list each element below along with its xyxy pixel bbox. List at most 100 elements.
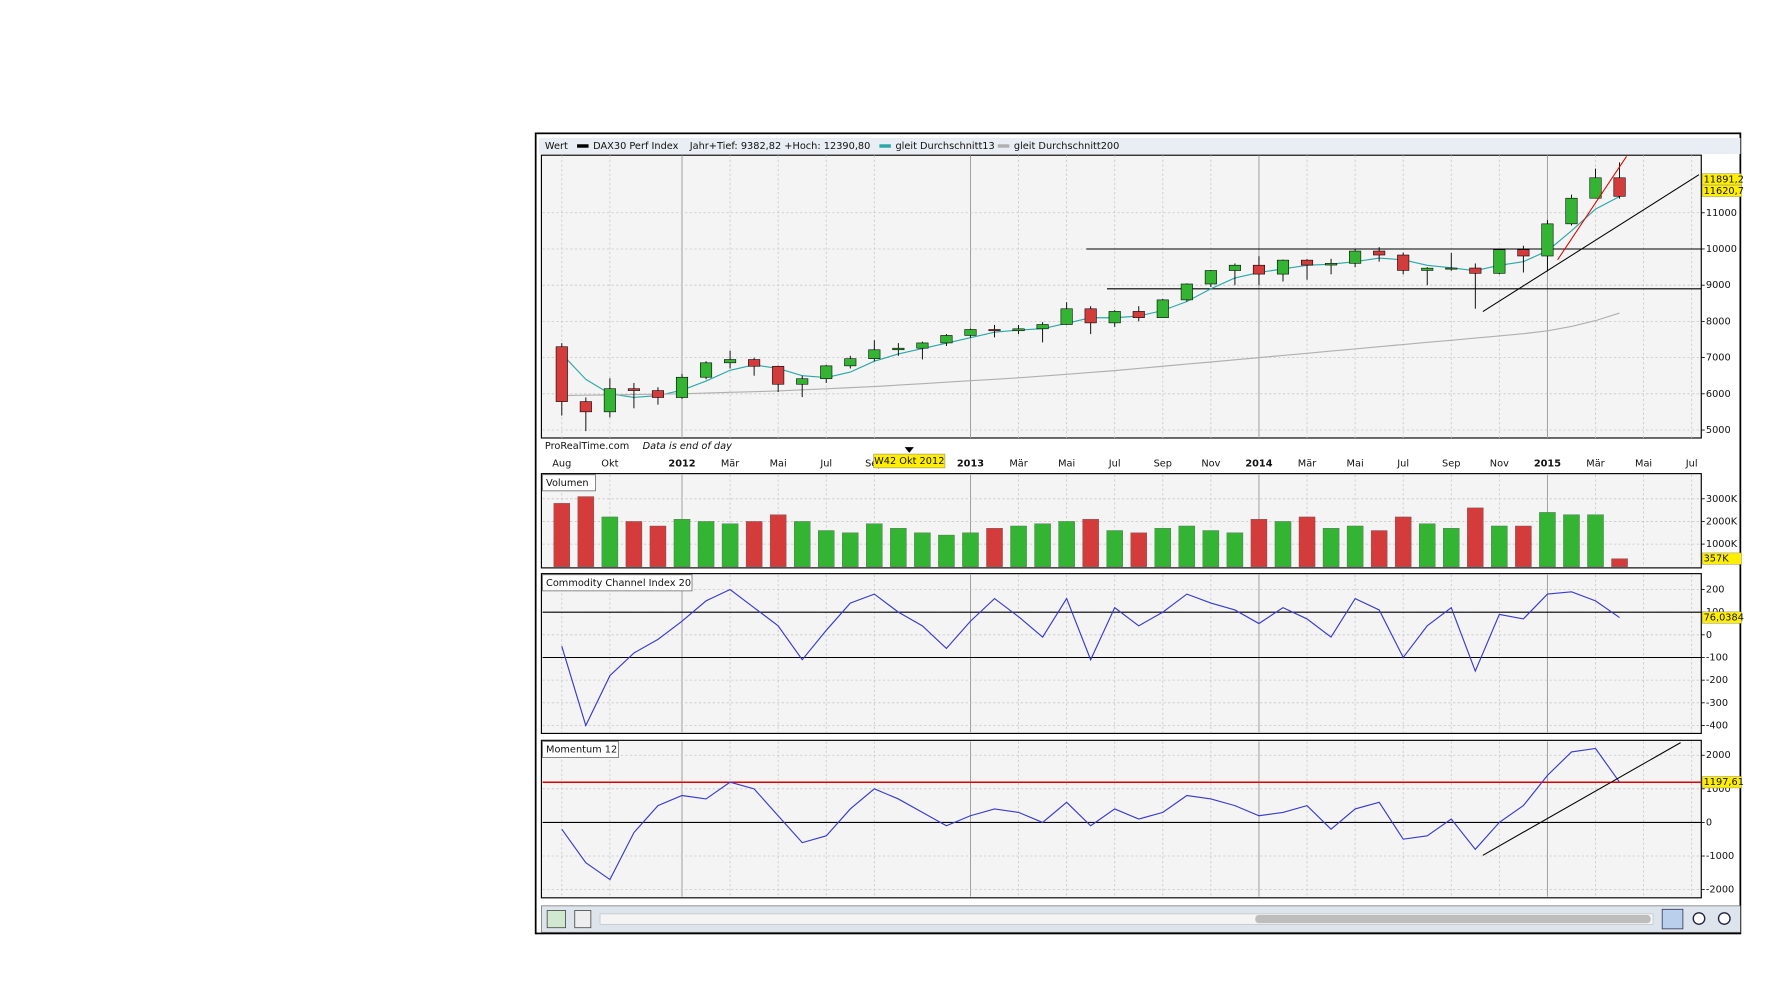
volume-bar — [1370, 530, 1388, 567]
candle-body — [1541, 223, 1554, 257]
candle-body — [1228, 264, 1241, 271]
zoom-select-button[interactable] — [1661, 908, 1684, 930]
volume-bar — [1587, 514, 1604, 567]
y-tick-label: 2000K — [1706, 516, 1738, 527]
volume-bar — [553, 503, 571, 567]
y-tick-label: 10000 — [1706, 244, 1737, 255]
volume-bar — [1058, 521, 1075, 567]
volume-bar — [1467, 507, 1484, 567]
y-tick-label: 6000 — [1706, 389, 1731, 400]
x-tick-label: Aug — [552, 458, 571, 469]
price-badge-label: 11891,2 — [1704, 174, 1744, 185]
candle-body — [1036, 324, 1049, 330]
legend-swatch — [997, 144, 1010, 148]
cursor-box — [873, 453, 946, 469]
candle-body — [1252, 264, 1265, 275]
y-tick-label: 8000 — [1706, 316, 1731, 327]
x-tick-label: Mär — [1586, 458, 1605, 469]
x-tick-label: Jul — [1108, 458, 1121, 469]
volume-bar — [745, 521, 763, 567]
candle-body — [748, 359, 761, 367]
volume-bar — [769, 514, 787, 567]
candle-body — [1132, 311, 1145, 318]
x-tick-label: Okt — [601, 458, 618, 469]
volume-bar — [1226, 532, 1244, 567]
indicator-button[interactable] — [574, 910, 592, 929]
volume-bar — [697, 521, 715, 567]
candle-body — [1421, 267, 1434, 271]
volume-bar — [1106, 530, 1123, 567]
volume-bar — [1491, 525, 1508, 567]
momentum-panel — [540, 739, 1702, 899]
volume-bar — [962, 532, 979, 567]
legend-entry: gleit Durchschnitt200 — [1014, 141, 1119, 152]
candle-body — [1204, 270, 1217, 285]
candle-body — [1445, 267, 1458, 270]
scroll-track[interactable] — [599, 913, 1654, 925]
volume-bar — [1298, 516, 1316, 567]
y-tick-label: 11000 — [1706, 208, 1737, 219]
candle-body — [1084, 308, 1097, 324]
volume-bar — [1010, 525, 1027, 567]
volume-bar — [625, 521, 643, 567]
volume-bar — [1346, 525, 1364, 567]
volume-bar — [601, 516, 619, 567]
volume-bar — [1563, 514, 1580, 567]
trend-line — [1482, 174, 1700, 312]
x-tick-label: Sep — [1154, 458, 1172, 469]
candle-body — [772, 365, 785, 385]
x-tick-label: 2015 — [1534, 458, 1561, 469]
zoom-in-button[interactable] — [1717, 912, 1731, 925]
volume-bar — [1250, 519, 1268, 567]
cursor-marker — [904, 447, 914, 453]
candle-body — [1325, 263, 1338, 266]
x-tick-label: Mär — [721, 458, 740, 469]
candle-body — [820, 365, 833, 380]
volume-bar — [1611, 558, 1628, 567]
indicator-line — [561, 588, 1620, 728]
candle-body — [796, 378, 809, 385]
candle-body — [1300, 259, 1314, 266]
candle-body — [964, 329, 977, 336]
candle-body — [1613, 177, 1626, 197]
candle-body — [1493, 249, 1506, 274]
volume-bar — [986, 528, 1003, 567]
volume-bar — [1130, 532, 1147, 567]
volume-bar — [866, 523, 883, 567]
zoom-out-button[interactable] — [1692, 912, 1706, 925]
y-tick-label: 2000 — [1706, 750, 1731, 761]
candle-body — [868, 349, 881, 359]
legend-info: Jahr+Tief: 9382,82 +Hoch: 12390,80 — [689, 141, 871, 152]
volume-bar — [1443, 528, 1460, 567]
candle-body — [1108, 311, 1121, 324]
candle-body — [724, 359, 737, 364]
x-tick-label: 2013 — [957, 458, 984, 469]
x-tick-label: Mär — [1009, 458, 1028, 469]
y-tick-label: 9000 — [1706, 280, 1731, 291]
candle-body — [1349, 250, 1362, 264]
price-badge-label: 11620,7 — [1704, 186, 1744, 197]
x-tick-label: Sep — [1442, 458, 1460, 469]
candle-body — [603, 388, 616, 413]
panel-title: Momentum 12 — [546, 745, 617, 756]
candle-body — [651, 390, 664, 398]
y-tick-label: 3000K — [1706, 494, 1738, 505]
scroll-thumb[interactable] — [1255, 915, 1651, 924]
volume-bar — [649, 525, 667, 567]
candle-body — [1012, 328, 1025, 332]
legend-swatch — [879, 144, 891, 148]
volume-bar — [1515, 525, 1532, 567]
candle-body — [892, 347, 905, 351]
y-tick-label: -300 — [1706, 698, 1728, 709]
chart-type-button[interactable] — [546, 910, 566, 929]
y-tick-label: -100 — [1706, 652, 1728, 663]
value-badge — [1702, 776, 1742, 789]
plot-layer: Aug Okt 2012 Mär Mai Jul Sep 2013 Mär Mai Jul Sep No… — [542, 155, 1744, 897]
y-tick-label: 0 — [1706, 817, 1712, 828]
candle-body — [1156, 299, 1169, 318]
volume-bar — [1322, 528, 1340, 567]
candle-body — [675, 376, 689, 398]
value-badge — [1702, 552, 1742, 565]
